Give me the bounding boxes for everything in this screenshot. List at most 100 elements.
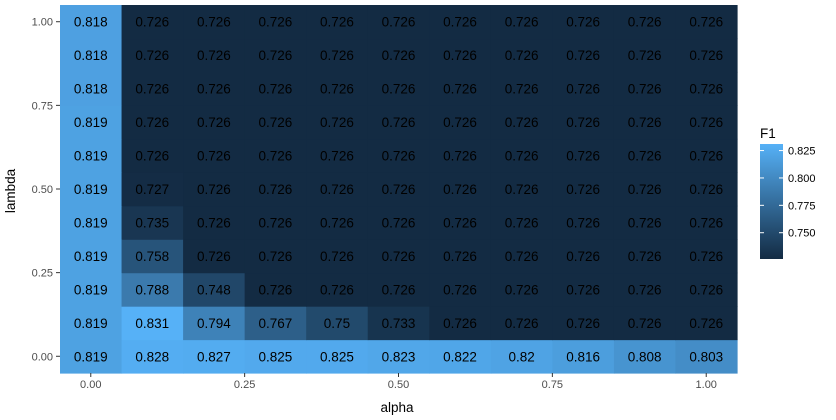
cell-value-label: 0.726	[443, 316, 477, 331]
y-tick-label: 0.00	[32, 351, 53, 363]
cell-value-label: 0.726	[628, 15, 662, 30]
legend-tick-label: 0.800	[788, 173, 816, 185]
heatmap-cell	[490, 272, 553, 307]
heatmap-cell	[183, 71, 246, 106]
heatmap-cell	[306, 71, 369, 106]
cell-value-label: 0.726	[320, 48, 354, 63]
cell-value-label: 0.726	[443, 182, 477, 197]
heatmap-cell	[244, 272, 307, 307]
cell-value-label: 0.726	[382, 82, 416, 97]
cell-value-label: 0.726	[443, 15, 477, 30]
heatmap-cell	[552, 272, 615, 307]
cell-value-label: 0.726	[566, 282, 600, 297]
heatmap-cell	[306, 5, 369, 40]
heatmap-cell	[60, 5, 123, 40]
cell-value-label: 0.726	[135, 82, 169, 97]
cell-value-label: 0.726	[566, 115, 600, 130]
heatmap-cell	[244, 38, 307, 73]
cell-value-label: 0.726	[382, 182, 416, 197]
cell-value-label: 0.726	[320, 82, 354, 97]
cell-value-label: 0.794	[197, 316, 231, 331]
heatmap-cell	[183, 5, 246, 40]
heatmap-cell	[121, 38, 184, 73]
heatmap-cell	[121, 339, 184, 374]
heatmap-cell	[429, 239, 492, 274]
cell-value-label: 0.819	[74, 282, 108, 297]
heatmap-cell	[552, 306, 615, 341]
heatmap-cell	[613, 205, 677, 240]
heatmap-cell	[675, 239, 738, 274]
cell-value-label: 0.726	[259, 48, 293, 63]
x-tick-label: 0.25	[234, 379, 255, 391]
heatmap-cell	[490, 105, 553, 140]
cell-value-label: 0.726	[197, 82, 231, 97]
cell-value-label: 0.75	[324, 316, 350, 331]
cell-value-label: 0.831	[135, 316, 169, 331]
cell-value-label: 0.726	[505, 149, 539, 164]
cell-value-label: 0.726	[197, 182, 231, 197]
cell-value-label: 0.726	[382, 15, 416, 30]
heatmap-cell	[613, 71, 677, 106]
heatmap-cell	[552, 71, 615, 106]
cell-value-label: 0.726	[443, 115, 477, 130]
heatmap-cell	[121, 71, 184, 106]
heatmap-cell	[429, 105, 492, 140]
heatmap-cell	[60, 105, 123, 140]
heatmap-cell	[183, 205, 246, 240]
heatmap-cell	[306, 138, 369, 173]
cell-value-label: 0.819	[74, 249, 108, 264]
cell-value-label: 0.823	[382, 349, 416, 364]
cell-value-label: 0.726	[197, 115, 231, 130]
cell-value-label: 0.803	[689, 349, 723, 364]
heatmap-cell	[121, 105, 184, 140]
cell-value-label: 0.818	[74, 82, 108, 97]
cell-value-label: 0.726	[320, 149, 354, 164]
cell-value-label: 0.726	[259, 282, 293, 297]
cell-value-label: 0.726	[628, 149, 662, 164]
cell-value-label: 0.808	[628, 349, 662, 364]
cell-value-label: 0.726	[505, 249, 539, 264]
y-tick-label: 0.75	[32, 100, 53, 112]
heatmap-cell	[675, 205, 738, 240]
cell-value-label: 0.726	[443, 149, 477, 164]
cell-value-label: 0.726	[505, 115, 539, 130]
heatmap-cell	[429, 339, 492, 374]
cell-value-label: 0.816	[566, 349, 600, 364]
heatmap-cell	[490, 205, 553, 240]
legend-ticks: 0.750 0.775 0.800 0.825	[760, 146, 816, 240]
heatmap-cell	[429, 172, 492, 207]
cell-value-label: 0.822	[443, 349, 477, 364]
y-axis-title: lambda	[3, 168, 18, 213]
y-axis-ticks: 0.00 0.25 0.50 0.75 1.00	[32, 17, 60, 363]
cell-value-label: 0.727	[135, 182, 169, 197]
cell-value-label: 0.726	[628, 182, 662, 197]
cell-value-label: 0.726	[382, 249, 416, 264]
cell-value-label: 0.726	[628, 249, 662, 264]
heatmap-cell	[429, 306, 492, 341]
heatmap-cell	[613, 272, 677, 307]
heatmap-cell	[552, 105, 615, 140]
cell-value-label: 0.726	[197, 48, 231, 63]
heatmap-cell	[490, 172, 553, 207]
heatmap-cell	[183, 172, 246, 207]
heatmap-cell	[613, 306, 677, 341]
heatmap-cell	[613, 138, 677, 173]
cell-value-label: 0.726	[443, 282, 477, 297]
heatmap-cell	[60, 306, 123, 341]
heatmap-cell	[183, 138, 246, 173]
cell-value-label: 0.726	[259, 149, 293, 164]
heatmap-cell	[675, 339, 738, 374]
cell-value-label: 0.726	[505, 82, 539, 97]
heatmap-cell	[244, 306, 307, 341]
cell-value-label: 0.726	[505, 15, 539, 30]
cell-value-label: 0.82	[508, 349, 534, 364]
heatmap-cell	[490, 38, 553, 73]
heatmap-cell	[121, 306, 184, 341]
heatmap-cell	[367, 138, 430, 173]
heatmap-cell	[60, 71, 123, 106]
cell-value-label: 0.726	[135, 48, 169, 63]
cell-value-label: 0.726	[505, 182, 539, 197]
heatmap-cell	[367, 172, 430, 207]
heatmap-cell	[675, 71, 738, 106]
cell-value-label: 0.726	[197, 149, 231, 164]
